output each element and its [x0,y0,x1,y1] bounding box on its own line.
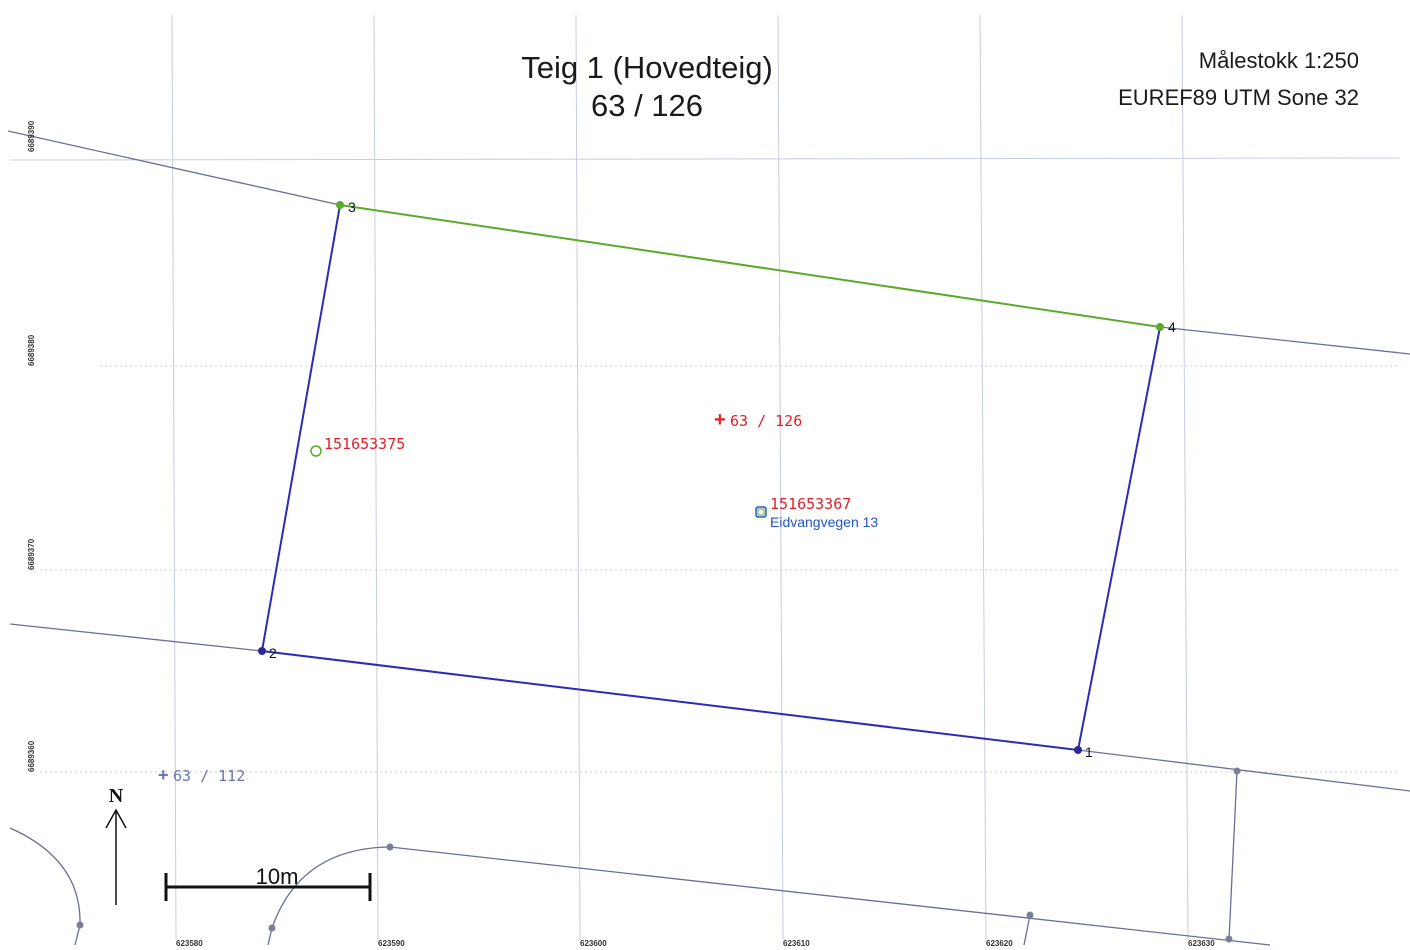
grid-line-e-623600 [575,14,581,941]
grid-line-e-623610 [777,14,784,941]
map-title: Teig 1 (Hovedteig) [521,50,773,85]
northing-label: 6689370 [27,538,36,570]
road-point-4 [76,921,84,929]
point-label-4: 4 [1168,319,1176,335]
road-curve-middle [267,846,391,946]
coordinate-grid [9,14,1401,941]
neighbor-parcel-label: 63 / 112 [173,767,245,785]
easting-label: 623600 [580,939,607,948]
neighbor-boundaries [7,130,1410,946]
road-side-line-2 [1023,914,1031,946]
parcel-id-label: 63 / 126 [730,412,802,430]
neighbor-line-south [9,623,263,652]
boundary-edge-3-4 [339,204,1161,328]
road-curve-left [9,827,81,946]
building-id-label: 151653375 [324,435,405,453]
northing-label: 6689380 [27,334,36,366]
grid-line-e-623590 [373,14,379,941]
north-arrow: N [105,785,127,905]
address-label: Eidvangvegen 13 [770,514,878,530]
road-point-3 [1026,911,1034,919]
building-marker-2[interactable]: 151653367 Eidvangvegen 13 [755,495,878,530]
grid-line-e-623580 [171,14,177,941]
parcel-id-marker[interactable]: + 63 / 126 [714,409,802,431]
road-edge-line [389,846,1271,946]
parcel-plus-icon: + [714,409,726,431]
neighbor-line-south-east [1077,749,1410,792]
road-point-1 [386,843,394,851]
crs-text: EUREF89 UTM Sone 32 [1118,85,1359,110]
easting-label: 623590 [378,939,405,948]
boundary-point-2[interactable] [258,647,266,655]
boundary-point-3[interactable] [336,201,344,209]
neighbor-line-north-east [1159,326,1410,355]
boundary-point-1[interactable] [1074,746,1082,754]
easting-label: 623620 [986,939,1013,948]
road-point-6 [1225,935,1233,943]
northing-label: 6689360 [27,740,36,772]
road-side-line [1228,770,1238,941]
scale-bar: 10m [164,864,372,901]
road-point-2 [1233,767,1241,775]
boundary-points [76,201,1241,943]
boundary-edge-1-2 [261,650,1079,751]
building-square-inner-icon [757,508,765,516]
grid-line-e-623630 [1181,14,1189,941]
map-subtitle: 63 / 126 [591,88,703,123]
boundary-edge-4-1 [1077,326,1161,751]
building-circle-icon [310,445,322,457]
building-square-icon [755,506,767,518]
point-label-3: 3 [348,199,356,215]
scale-bar-label: 10m [256,864,299,889]
easting-label: 623580 [176,939,203,948]
north-label: N [109,785,124,807]
neighbor-plus-icon: + [158,765,169,785]
grid-line-n-6689390 [9,157,1401,161]
boundary-edge-2-3 [261,204,341,652]
boundary-point-4[interactable] [1156,323,1164,331]
scale-text: Målestokk 1:250 [1199,48,1359,73]
neighbor-line-north [7,130,341,206]
road-point-5 [268,924,276,932]
easting-label: 623610 [783,939,810,948]
building-id-label: 151653367 [770,495,851,513]
point-label-1: 1 [1085,744,1093,760]
easting-label: 623630 [1188,939,1215,948]
parcel-boundary [261,204,1161,751]
arrow-up-icon [105,808,127,829]
neighbor-parcel-marker[interactable]: + 63 / 112 [158,765,245,785]
building-marker-1[interactable]: 151653375 [310,435,405,457]
northing-label: 6689390 [27,120,36,152]
grid-line-e-623620 [979,14,987,941]
point-label-2: 2 [269,645,277,661]
